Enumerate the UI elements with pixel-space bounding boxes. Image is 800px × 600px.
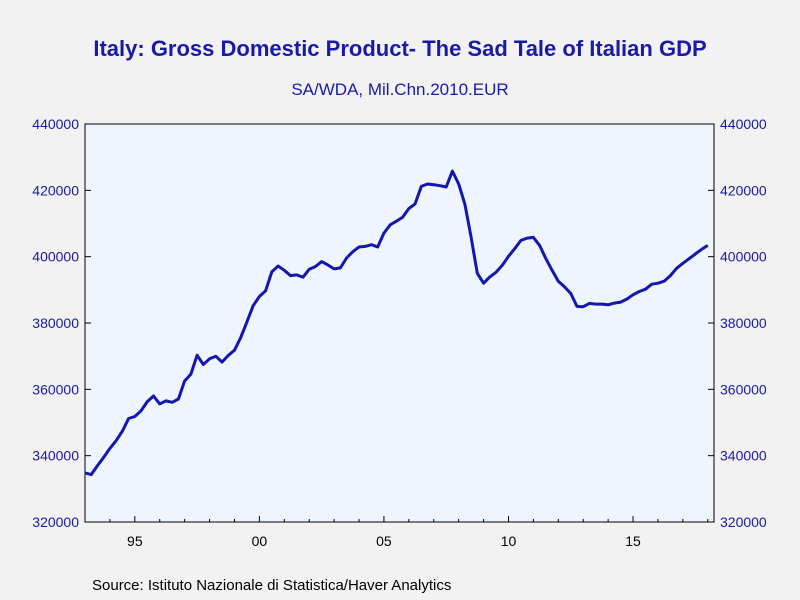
y-tick-label-right: 420000 xyxy=(720,182,767,198)
x-axis: 95 00 05 10 15 xyxy=(84,516,709,549)
y-tick-label-left: 380000 xyxy=(32,315,79,331)
y-tick-label-left: 360000 xyxy=(32,381,79,397)
x-tick-label: 10 xyxy=(501,533,517,549)
x-tick-label: 95 xyxy=(127,533,143,549)
y-axis-right: 320000 340000 360000 380000 400000 420000 4400… xyxy=(708,116,767,530)
y-tick-label-right: 400000 xyxy=(720,249,767,265)
y-tick-label-right: 320000 xyxy=(720,514,767,530)
y-tick-label-right: 360000 xyxy=(720,381,767,397)
y-tick-label-left: 440000 xyxy=(32,116,79,132)
y-tick-label-left: 400000 xyxy=(32,249,79,265)
y-axis-left: 320000 340000 360000 380000 400000 420000 4400… xyxy=(32,116,91,530)
y-tick-label-left: 320000 xyxy=(32,514,79,530)
chart-title: Italy: Gross Domestic Product- The Sad T… xyxy=(93,36,707,61)
x-tick-label: 05 xyxy=(376,533,392,549)
y-tick-label-right: 440000 xyxy=(720,116,767,132)
plot-area xyxy=(84,123,715,523)
x-tick-label: 00 xyxy=(252,533,268,549)
y-tick-label-left: 420000 xyxy=(32,182,79,198)
source-note: Source: Istituto Nazionale di Statistica… xyxy=(92,577,452,594)
gdp-series-points xyxy=(84,170,708,475)
y-tick-label-right: 380000 xyxy=(720,315,767,331)
y-tick-label-right: 340000 xyxy=(720,448,767,464)
x-tick-label: 15 xyxy=(625,533,641,549)
y-tick-label-left: 340000 xyxy=(32,448,79,464)
chart-subtitle: SA/WDA, Mil.Chn.2010.EUR xyxy=(291,80,509,99)
